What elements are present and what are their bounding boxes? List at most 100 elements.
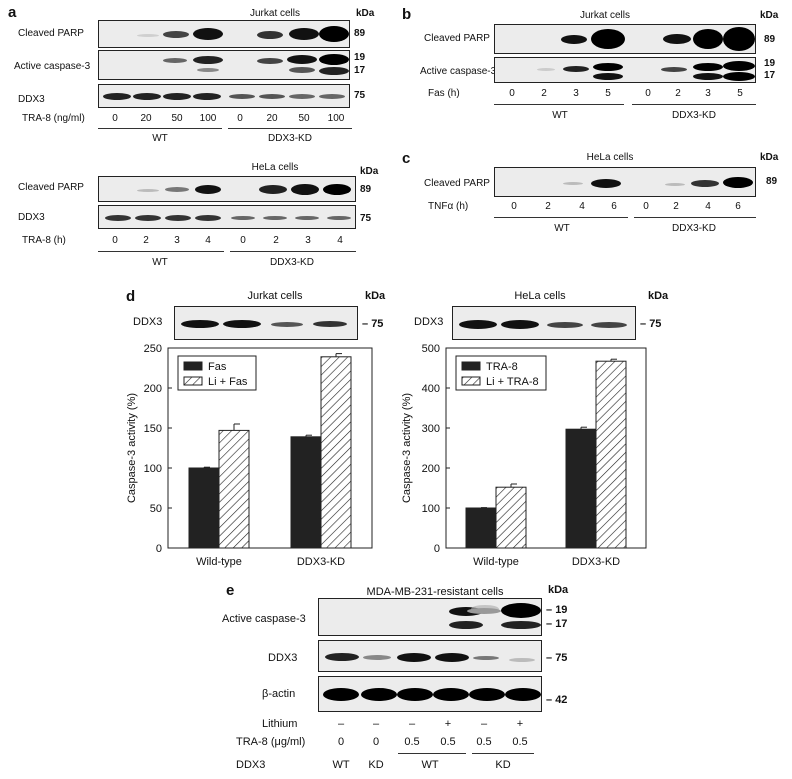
band xyxy=(133,93,161,100)
band xyxy=(449,621,483,629)
lane-label: 5 xyxy=(737,88,743,99)
band xyxy=(591,322,627,328)
b-row-parp: Cleaved PARP xyxy=(424,33,490,44)
lane-label: 2 xyxy=(273,235,279,246)
mw-value: 75 xyxy=(371,318,384,330)
band xyxy=(231,216,255,220)
y-tick-label: 100 xyxy=(144,463,162,475)
mw-a-top-17: 17 xyxy=(354,65,366,76)
band xyxy=(263,216,287,220)
group-underline xyxy=(98,251,224,252)
legend-label: Fas xyxy=(208,361,227,373)
band xyxy=(193,56,223,64)
mw-e-42: – 42 xyxy=(546,694,568,706)
lane-label: 2 xyxy=(143,235,149,246)
mw-d-left-75: – 75 xyxy=(362,318,384,330)
group-underline xyxy=(634,217,756,218)
lane-label: 4 xyxy=(705,201,711,212)
lane-label: + xyxy=(444,718,452,730)
bar xyxy=(565,428,597,549)
band xyxy=(289,94,315,99)
lane-label: 0 xyxy=(509,88,515,99)
lane-label: 50 xyxy=(171,113,183,124)
blot-a-top-parp xyxy=(98,20,350,48)
lane-label: – xyxy=(337,718,345,730)
band xyxy=(257,31,283,39)
band xyxy=(397,653,431,662)
band xyxy=(501,621,541,629)
x-category-label: DDX3-KD xyxy=(297,556,345,568)
a-bot-kda: kDa xyxy=(360,166,379,177)
blot-c-parp xyxy=(494,167,756,197)
lane-label: 0.5 xyxy=(440,736,456,748)
a-top-kda: kDa xyxy=(356,8,375,19)
legend-swatch xyxy=(183,376,203,386)
group-label: DDX3-KD xyxy=(270,257,314,268)
mw-b-89: 89 xyxy=(764,34,776,45)
lane-label: 0 xyxy=(645,88,651,99)
a-top-title: Jurkat cells xyxy=(249,8,300,19)
group-label: WT xyxy=(152,257,168,268)
lane-label: 4 xyxy=(337,235,343,246)
band xyxy=(691,180,719,187)
band xyxy=(319,67,349,75)
group-underline xyxy=(228,128,352,129)
band xyxy=(723,61,755,71)
y-axis-label: Caspase-3 activity (%) xyxy=(401,393,413,503)
a-bot-title: HeLa cells xyxy=(251,162,299,173)
lane-label: KD xyxy=(495,759,511,771)
y-tick-label: 100 xyxy=(422,503,440,515)
plot-frame xyxy=(445,347,647,549)
d-right-title: HeLa cells xyxy=(514,290,566,302)
group-underline xyxy=(398,753,466,754)
blot-a-top-ddx3 xyxy=(98,84,350,108)
group-label: DDX3-KD xyxy=(672,223,716,234)
e-tra-label: TRA-8 (μg/ml) xyxy=(236,736,306,748)
band xyxy=(473,656,499,660)
lane-label: 6 xyxy=(611,201,617,212)
panel-a-label: a xyxy=(8,4,17,21)
band xyxy=(467,608,501,614)
mw-e-75: – 75 xyxy=(546,652,568,664)
band xyxy=(195,215,221,221)
lane-label: 0 xyxy=(372,736,380,748)
b-title: Jurkat cells xyxy=(579,10,630,21)
band xyxy=(563,66,589,72)
band xyxy=(561,35,587,44)
band xyxy=(313,321,347,327)
band xyxy=(193,93,221,100)
lane-label: 4 xyxy=(579,201,585,212)
band xyxy=(433,688,469,701)
lane-label: KD xyxy=(368,759,384,771)
legend-swatch xyxy=(461,361,481,371)
panel-c-label: c xyxy=(402,150,411,167)
band xyxy=(547,322,583,328)
band xyxy=(289,28,319,40)
band xyxy=(591,29,625,49)
d-left-kda: kDa xyxy=(365,290,386,302)
band xyxy=(181,320,219,328)
y-tick-label: 0 xyxy=(156,543,162,555)
band xyxy=(323,688,359,701)
blot-e-casp3 xyxy=(318,598,542,636)
band xyxy=(289,67,315,73)
band xyxy=(325,653,359,661)
band xyxy=(537,68,555,71)
band xyxy=(593,63,623,71)
e-kda: kDa xyxy=(548,584,569,596)
band xyxy=(195,185,221,194)
band xyxy=(509,658,535,662)
lane-label: WT xyxy=(332,759,350,771)
plot-frame xyxy=(167,347,373,549)
band xyxy=(469,688,505,701)
legend-swatch xyxy=(461,376,481,386)
mw-b-19: 19 xyxy=(764,58,776,69)
band xyxy=(193,28,223,40)
y-tick-label: 0 xyxy=(434,543,440,555)
e-title: MDA-MB-231-resistant cells xyxy=(366,586,504,598)
lane-label: 2 xyxy=(545,201,551,212)
lane-label: 0 xyxy=(112,113,118,124)
y-tick-label: 400 xyxy=(422,383,440,395)
lane-label: 0 xyxy=(240,235,246,246)
e-lithium-label: Lithium xyxy=(262,718,298,730)
